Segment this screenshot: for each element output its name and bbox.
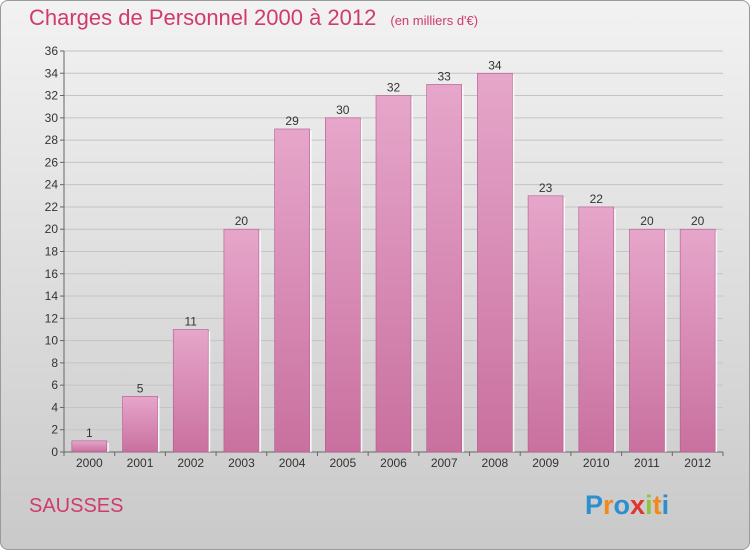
bar-2003	[223, 228, 260, 453]
y-tick-label: 20	[45, 222, 59, 236]
proxiti-logo[interactable]: Proxiti	[585, 490, 669, 521]
x-tick-label: 2007	[431, 456, 458, 470]
data-label: 32	[387, 81, 401, 95]
x-tick-label: 2011	[634, 456, 660, 470]
logo-letter: t	[652, 490, 662, 520]
bar-2009	[527, 195, 564, 453]
y-tick-label: 30	[45, 111, 59, 125]
y-tick-label: 18	[45, 245, 59, 259]
data-label: 22	[590, 192, 604, 206]
data-label: 34	[488, 58, 502, 72]
y-tick-label: 2	[51, 423, 58, 437]
bar-2002	[172, 329, 209, 453]
y-tick-label: 26	[45, 155, 59, 169]
data-label: 20	[640, 214, 654, 228]
data-label: 5	[137, 381, 144, 395]
logo-letter: i	[645, 490, 653, 520]
data-label: 20	[235, 214, 249, 228]
bar-2010	[578, 206, 615, 453]
x-tick-label: 2006	[380, 456, 407, 470]
logo-letter: o	[613, 490, 631, 520]
logo-letter: r	[603, 490, 614, 520]
bar-2008	[477, 72, 513, 453]
data-label: 23	[539, 181, 553, 195]
y-tick-label: 34	[45, 66, 59, 80]
bar-2004	[274, 128, 310, 453]
bar-2005	[325, 117, 361, 453]
y-tick-label: 14	[45, 289, 59, 303]
x-tick-label: 2005	[329, 456, 356, 470]
x-tick-label: 2009	[532, 456, 559, 470]
y-tick-label: 6	[51, 378, 58, 392]
y-tick-label: 10	[45, 334, 59, 348]
chart-title-block: Charges de Personnel 2000 à 2012 (en mill…	[29, 5, 478, 31]
bar-2007	[426, 84, 462, 453]
bar-2006	[375, 95, 412, 453]
bar-2000	[71, 440, 108, 453]
y-tick-label: 8	[51, 356, 58, 370]
logo-letter: x	[630, 490, 646, 520]
y-tick-label: 22	[45, 200, 59, 214]
x-tick-label: 2001	[127, 456, 154, 470]
logo-letter: P	[585, 490, 604, 520]
y-tick-label: 4	[51, 400, 58, 414]
data-label: 11	[184, 314, 197, 328]
x-tick-label: 2004	[279, 456, 306, 470]
chart-title: Charges de Personnel 2000 à 2012	[29, 5, 377, 30]
logo-letter: i	[661, 490, 670, 520]
y-tick-label: 24	[45, 178, 59, 192]
y-tick-label: 0	[51, 445, 58, 459]
bar-2011	[629, 228, 665, 453]
x-tick-label: 2010	[583, 456, 610, 470]
x-tick-label: 2002	[177, 456, 204, 470]
x-tick-label: 2000	[76, 456, 103, 470]
y-tick-label: 36	[45, 44, 59, 58]
bar-2001	[122, 396, 158, 453]
data-label: 20	[691, 214, 705, 228]
data-label: 30	[336, 103, 350, 117]
y-tick-label: 16	[45, 267, 59, 281]
data-label: 29	[285, 114, 299, 128]
y-tick-label: 32	[45, 89, 59, 103]
data-label: 1	[86, 426, 93, 440]
location-name: SAUSSES	[29, 495, 124, 517]
data-label: 33	[438, 69, 452, 83]
y-tick-label: 28	[45, 133, 59, 147]
bar-2012	[679, 228, 716, 453]
x-tick-label: 2008	[482, 456, 509, 470]
chart-subtitle: (en milliers d'€)	[390, 13, 479, 28]
x-tick-label: 2003	[228, 456, 255, 470]
x-tick-label: 2012	[684, 456, 711, 470]
y-tick-label: 12	[45, 311, 59, 325]
